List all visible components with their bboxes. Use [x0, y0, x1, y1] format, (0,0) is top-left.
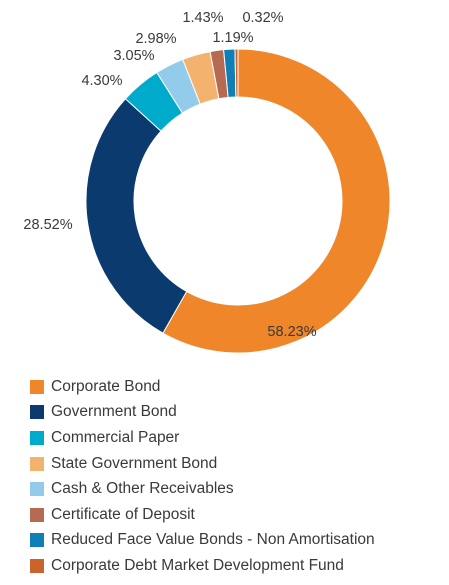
- donut-chart: 58.23% 28.52% 4.30% 2.98%3.05% 1.43% 1.19% 0.3…: [23, 10, 391, 354]
- legend-item: Cash & Other Receivables: [30, 476, 375, 502]
- percent-labels: 58.23% 28.52% 4.30% 2.98%3.05% 1.43% 1.19% 0.3…: [23, 10, 316, 340]
- legend-item: Commercial Paper: [30, 425, 375, 451]
- legend-label: Corporate Debt Market Development Fund: [51, 556, 344, 574]
- percent-label: 4.30%: [81, 73, 122, 89]
- slice-corporate-bond: [162, 48, 391, 354]
- legend-label: Commercial Paper: [51, 428, 180, 446]
- percent-label: 3.05%: [113, 48, 154, 64]
- percent-label: 1.19%: [212, 30, 253, 46]
- legend-label: Government Bond: [51, 403, 177, 421]
- legend-item: Government Bond: [30, 400, 375, 426]
- legend-item: Reduced Face Value Bonds - Non Amortisat…: [30, 528, 375, 554]
- chart-legend: Corporate Bond Government Bond Commercial …: [30, 374, 375, 579]
- legend-item: State Government Bond: [30, 451, 375, 477]
- legend-item: Corporate Debt Market Development Fund: [30, 553, 375, 579]
- percent-label: 2.98%: [135, 31, 176, 47]
- legend-swatch: [30, 456, 44, 471]
- legend-label: Certificate of Deposit: [51, 505, 195, 523]
- legend-label: State Government Bond: [51, 454, 218, 472]
- percent-label: 58.23%: [267, 324, 316, 340]
- percent-label: 1.43%: [182, 10, 223, 26]
- legend-label: Reduced Face Value Bonds - Non Amortisat…: [51, 531, 375, 549]
- legend-label: Corporate Bond: [51, 377, 161, 395]
- legend-swatch: [30, 507, 44, 522]
- legend-swatch: [30, 405, 44, 420]
- legend-swatch: [30, 430, 44, 445]
- percent-label: 28.52%: [23, 217, 72, 233]
- donut-slices: [85, 48, 391, 354]
- legend-swatch: [30, 482, 44, 497]
- percent-label: 0.32%: [242, 10, 283, 26]
- legend-label: Cash & Other Receivables: [51, 480, 234, 498]
- slice-corporate-debt-market-development-fund: [234, 48, 239, 98]
- legend-swatch: [30, 379, 44, 394]
- legend-item: Certificate of Deposit: [30, 502, 375, 528]
- legend-swatch: [30, 533, 44, 548]
- legend-swatch: [30, 558, 44, 573]
- legend-item: Corporate Bond: [30, 374, 375, 400]
- slice-government-bond: [85, 98, 188, 334]
